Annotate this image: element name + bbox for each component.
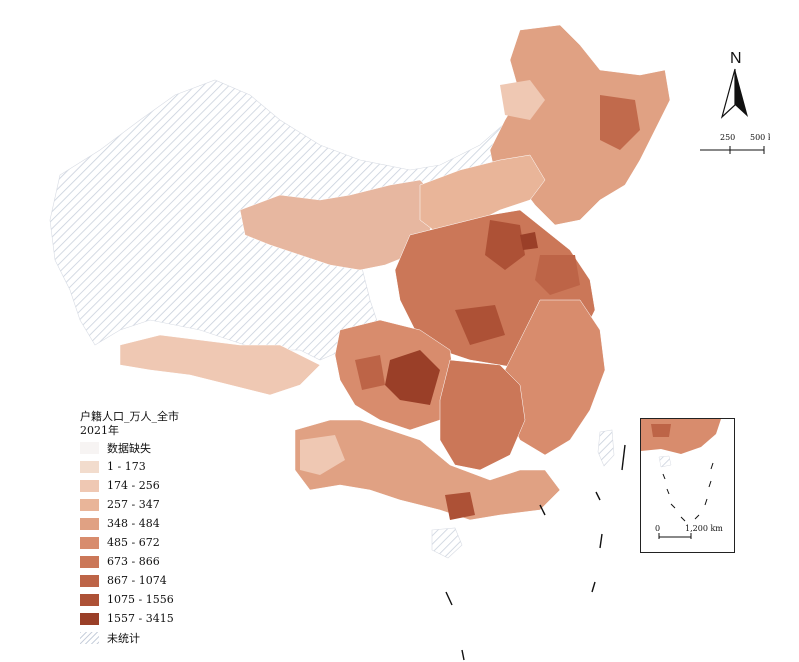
legend-label: 174 - 256 xyxy=(107,479,160,492)
legend-item: 未统计 xyxy=(80,628,260,647)
legend-swatch xyxy=(80,517,99,530)
inset-dashes xyxy=(662,462,714,522)
region-chongqing xyxy=(385,350,440,405)
inset-mainland-dark xyxy=(651,424,671,437)
legend-label: 未统计 xyxy=(107,631,140,645)
legend-swatch xyxy=(80,498,99,511)
legend-label: 1075 - 1556 xyxy=(107,593,174,606)
region-beijing xyxy=(520,232,538,250)
map-legend: 户籍人口_万人_全市 2021年 数据缺失 1 - 173 174 - 256 257… xyxy=(80,410,260,647)
legend-item: 257 - 347 xyxy=(80,495,260,514)
legend-item: 174 - 256 xyxy=(80,476,260,495)
legend-item: 867 - 1074 xyxy=(80,571,260,590)
legend-item: 数据缺失 xyxy=(80,438,260,457)
legend-swatch xyxy=(80,479,99,492)
legend-label: 673 - 866 xyxy=(107,555,160,568)
legend-item: 348 - 484 xyxy=(80,514,260,533)
region-taiwan xyxy=(597,429,615,467)
region-sichuan-west xyxy=(355,355,385,390)
legend-swatch xyxy=(80,593,99,606)
legend-swatch xyxy=(80,441,99,454)
region-east-coast xyxy=(499,299,606,456)
region-tibet-south xyxy=(119,334,321,396)
sea-boundary-dashes xyxy=(445,444,626,661)
region-henan-dark xyxy=(485,220,525,270)
legend-swatch xyxy=(80,631,99,644)
legend-year: 2021年 xyxy=(80,424,119,437)
legend-swatch xyxy=(80,574,99,587)
region-northeast-light xyxy=(500,80,545,120)
legend-label: 1 - 173 xyxy=(107,460,146,473)
region-guangdong-dark xyxy=(445,492,475,520)
legend-swatch xyxy=(80,536,99,549)
legend-item: 1 - 173 xyxy=(80,457,260,476)
region-yunnan-light xyxy=(300,435,345,475)
legend-label: 257 - 347 xyxy=(107,498,160,511)
region-shandong-dark xyxy=(535,255,580,295)
region-south-central xyxy=(439,359,526,471)
legend-swatch xyxy=(80,612,99,625)
region-central-dark xyxy=(455,305,505,345)
region-northeast-dark xyxy=(600,95,640,150)
legend-label: 867 - 1074 xyxy=(107,574,167,587)
legend-label: 数据缺失 xyxy=(107,441,151,455)
north-label: N xyxy=(730,50,742,67)
legend-label: 1557 - 3415 xyxy=(107,612,174,625)
legend-label: 348 - 484 xyxy=(107,517,160,530)
north-arrow: N 0 250 500 km xyxy=(692,47,781,162)
region-hainan xyxy=(431,527,463,559)
legend-item: 673 - 866 xyxy=(80,552,260,571)
inset-scale-1200: 1,200 km xyxy=(685,524,723,533)
legend-title: 户籍人口_万人_全市 xyxy=(80,410,179,423)
scale-label-500: 500 km xyxy=(750,133,770,142)
legend-label: 485 - 672 xyxy=(107,536,160,549)
legend-item: 485 - 672 xyxy=(80,533,260,552)
inset-hainan xyxy=(658,455,672,468)
inset-scale-0: 0 xyxy=(655,524,660,533)
legend-swatch xyxy=(80,555,99,568)
region-southwest xyxy=(294,419,561,521)
scale-label-250: 250 xyxy=(720,133,735,142)
legend-item: 1075 - 1556 xyxy=(80,590,260,609)
legend-item: 1557 - 3415 xyxy=(80,609,260,628)
legend-swatch xyxy=(80,460,99,473)
south-china-sea-inset: 0 1,200 km xyxy=(640,418,735,553)
